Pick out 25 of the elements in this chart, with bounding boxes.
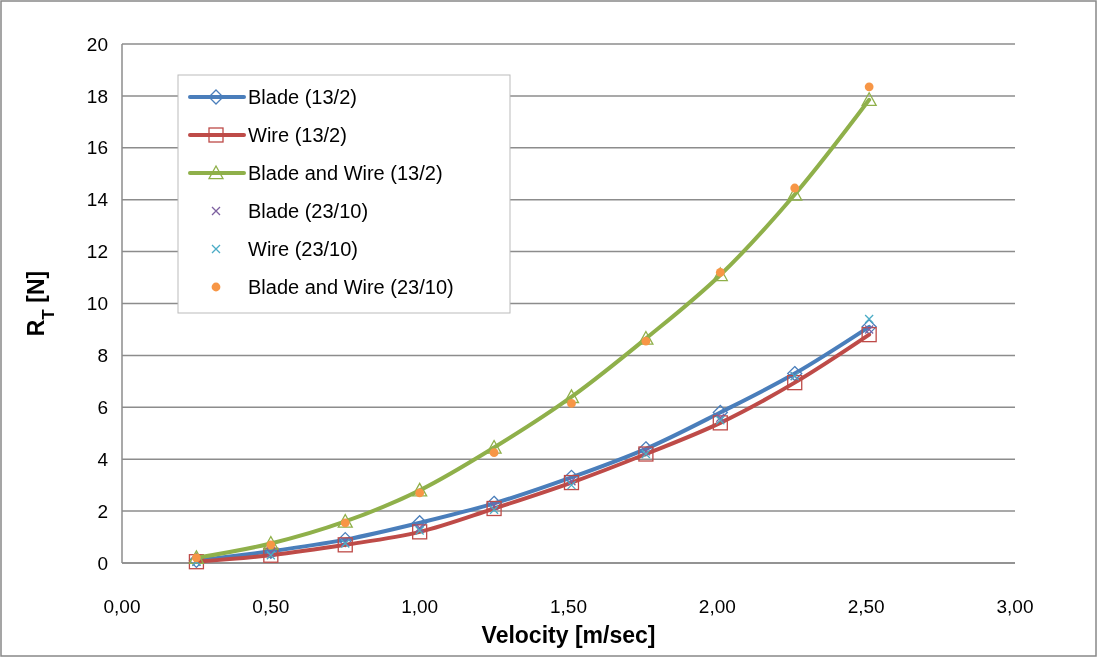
x-tick-label: 0,50 [252,596,290,617]
x-tick-label: 0,00 [103,596,141,617]
legend-label: Blade and Wire (13/2) [248,162,443,184]
y-tick-label: 10 [86,293,108,315]
legend-label: Blade (23/10) [248,200,369,222]
x-tick-label: 1,50 [550,596,587,617]
y-tick-label: 20 [86,33,108,55]
x-tick-label: 1,00 [401,596,439,617]
y-tick-label: 8 [97,345,108,367]
legend-label: Blade (13/2) [248,86,357,108]
y-tick-label: 0 [97,552,108,574]
y-tick-label: 6 [97,396,108,418]
x-tick-label: 2,00 [698,596,736,617]
y-tick-label: 16 [86,137,108,159]
legend-label: Blade and Wire (23/10) [248,276,454,298]
y-tick-label: 4 [97,448,109,470]
y-tick-label: 12 [86,241,108,263]
x-tick-label: 2,50 [847,596,885,617]
y-tick-label: 14 [86,189,109,211]
legend-label: Wire (13/2) [248,124,347,146]
legend-label: Wire (23/10) [248,238,359,260]
y-tick-label: 18 [86,85,108,107]
x-axis-title: Velocity [m/sec] [481,622,656,648]
x-tick-label: 3,00 [996,596,1034,617]
y-tick-label: 2 [97,500,108,522]
